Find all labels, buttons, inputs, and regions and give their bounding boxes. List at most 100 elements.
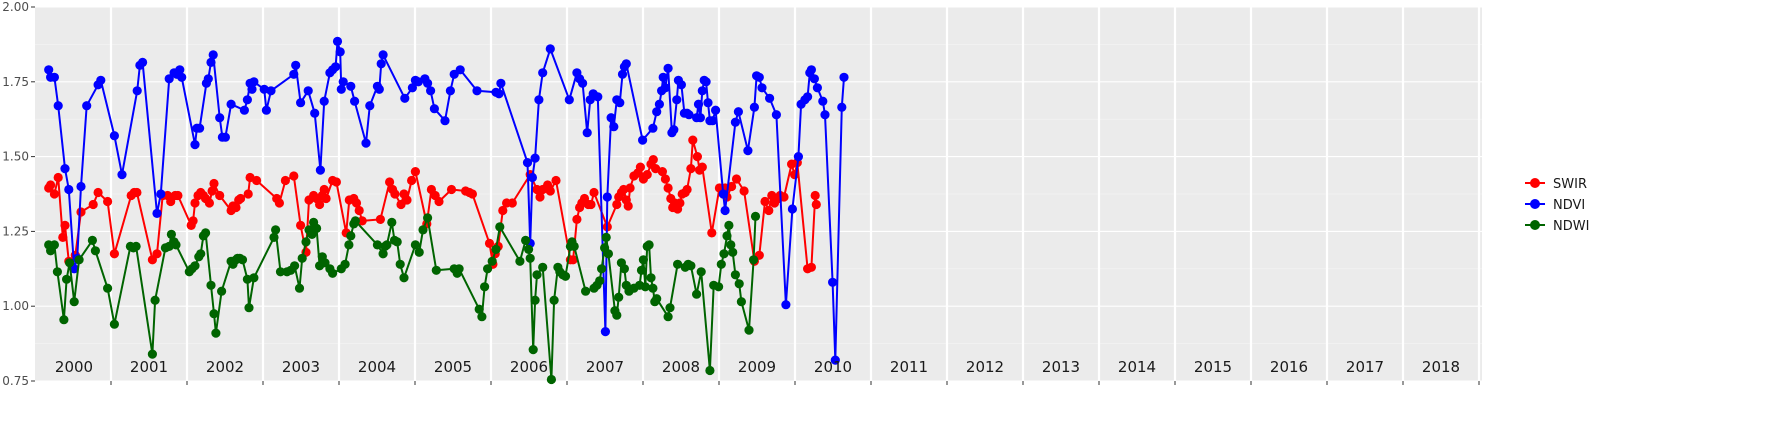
data-point-swir [315, 199, 325, 210]
data-point-swir [446, 184, 457, 195]
data-point-ndvi [606, 113, 616, 123]
data-point-ndwi [614, 292, 624, 302]
data-point-ndwi [395, 259, 405, 269]
data-point-ndwi [705, 365, 715, 376]
data-point-ndwi [431, 265, 441, 275]
data-point-ndvi [593, 92, 603, 102]
data-point-swir [321, 193, 331, 204]
data-point-swir [351, 198, 362, 208]
data-point-ndwi [269, 232, 279, 242]
data-point-ndwi [290, 261, 300, 271]
data-point-ndwi [399, 273, 409, 283]
data-point-ndvi [839, 72, 849, 82]
data-point-ndwi [196, 249, 206, 259]
data-point-swir [132, 187, 142, 198]
data-point-swir [760, 196, 770, 207]
data-point-ndwi [692, 289, 702, 299]
data-point-swir [660, 174, 671, 184]
data-point-ndvi [787, 204, 798, 214]
data-point-ndwi [525, 253, 535, 263]
data-point-ndwi [87, 235, 97, 245]
data-point-ndwi [328, 268, 338, 278]
data-point-ndvi [660, 83, 671, 93]
data-point-ndwi [730, 270, 741, 280]
data-point-swir [545, 186, 555, 196]
data-point-ndvi [781, 300, 791, 310]
data-point-ndvi [152, 208, 162, 218]
data-point-swir [810, 190, 820, 201]
data-point-ndwi [131, 241, 141, 251]
data-point-ndwi [150, 295, 160, 305]
data-point-ndvi [291, 60, 301, 70]
data-point-ndvi [82, 101, 92, 111]
data-point-ndwi [546, 374, 557, 385]
data-point-swir [289, 171, 299, 181]
data-point-ndvi [545, 44, 555, 54]
data-point-swir [811, 199, 821, 210]
data-point-ndvi [695, 113, 706, 123]
data-point-ndwi [716, 259, 726, 269]
data-point-ndwi [350, 216, 360, 226]
data-point-ndvi [828, 277, 838, 287]
data-point-swir [625, 183, 635, 193]
data-point-swir [551, 175, 561, 186]
data-point-swir [209, 178, 219, 189]
data-point-ndvi [600, 327, 611, 337]
data-point-ndwi [190, 261, 200, 271]
data-point-ndvi [289, 69, 299, 79]
data-point-ndvi [376, 59, 386, 69]
data-point-ndwi [477, 312, 487, 322]
data-point-ndvi [733, 107, 744, 117]
data-point-ndwi [538, 262, 548, 272]
year-label: 2006 [510, 358, 548, 376]
data-point-ndwi [636, 265, 647, 275]
year-label: 2005 [434, 358, 472, 376]
data-point-ndvi [496, 78, 506, 88]
data-point-ndwi [62, 274, 72, 284]
data-point-ndwi [736, 297, 747, 307]
data-point-swir [642, 170, 652, 180]
data-point-ndvi [663, 63, 673, 73]
data-point-ndwi [581, 286, 591, 296]
legend-marker [1530, 178, 1540, 188]
legend-item-ndvi: NDVI [1525, 198, 1585, 213]
data-point-ndvi [693, 99, 704, 109]
legend-label: SWIR [1553, 177, 1587, 192]
data-point-swir [484, 238, 495, 248]
data-point-ndwi [612, 310, 622, 320]
data-point-ndvi [652, 107, 662, 117]
data-point-swir [663, 183, 673, 193]
data-point-swir [434, 196, 444, 207]
data-point-ndvi [455, 65, 465, 75]
data-point-swir [109, 249, 119, 259]
grid-lines [35, 6, 1482, 382]
data-point-ndvi [617, 69, 628, 79]
y-tick-label: 1.25 [2, 224, 29, 238]
data-point-ndvi [615, 98, 625, 108]
year-label: 2012 [966, 358, 1004, 376]
data-point-swir [243, 189, 253, 199]
data-point-swir [76, 207, 86, 217]
data-point-ndwi [603, 249, 614, 259]
data-point-ndvi [378, 50, 388, 60]
data-point-ndvi [361, 138, 371, 148]
data-point-swir [274, 198, 284, 208]
data-point-ndwi [532, 270, 542, 280]
data-point-swir [739, 186, 749, 196]
data-point-ndvi [793, 152, 804, 162]
data-point-swir [93, 187, 103, 198]
data-point-ndvi [239, 105, 249, 115]
data-point-ndwi [237, 255, 248, 265]
data-point-ndvi [757, 83, 767, 93]
year-label: 2009 [738, 358, 776, 376]
data-point-ndvi [602, 192, 612, 202]
data-point-ndvi [303, 86, 313, 96]
data-point-swir [49, 189, 60, 199]
data-point-swir [236, 193, 246, 204]
data-point-ndvi [53, 101, 63, 111]
data-point-ndvi [117, 170, 127, 180]
data-point-ndvi [621, 59, 631, 69]
data-point-ndwi [673, 259, 683, 269]
legend-marker [1530, 220, 1540, 230]
